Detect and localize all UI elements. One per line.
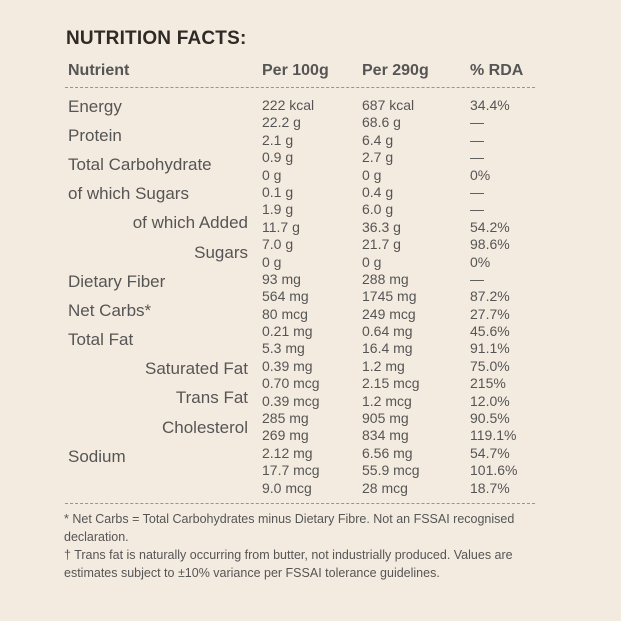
- value-cell: 215%: [470, 375, 506, 392]
- value-cell: 11.7 g: [262, 218, 300, 235]
- value-cell: 0 g: [362, 166, 382, 183]
- value-cell: —: [470, 270, 484, 287]
- value-cell: 0.9 g: [262, 149, 294, 166]
- value-cell: 0%: [470, 166, 491, 183]
- value-cell: 21.7 g: [362, 236, 401, 253]
- value-cell: 91.1%: [470, 340, 510, 357]
- nutrient-label: Dietary Fiber: [68, 272, 166, 291]
- header-nutrient: Nutrient: [68, 62, 130, 79]
- value-cell: 0.1 g: [262, 183, 294, 200]
- value-cell: 0.39 mg: [262, 357, 313, 374]
- value-cell: 68.6 g: [362, 114, 401, 131]
- page-title: NUTRITION FACTS:: [66, 28, 247, 49]
- value-cell: 0%: [470, 253, 491, 270]
- value-cell: 6.56 mg: [362, 444, 413, 461]
- value-cell: 16.4 mg: [362, 340, 413, 357]
- rda-column: 34.4% — — — 0% — — 54.2% 98.6% 0% — 87.2…: [470, 97, 517, 497]
- value-cell: 285 mg: [262, 410, 309, 427]
- value-cell: 5.3 mg: [262, 340, 305, 357]
- value-cell: 12.0%: [470, 392, 510, 409]
- value-cell: 269 mg: [262, 427, 309, 444]
- value-cell: 687 kcal: [362, 97, 415, 113]
- value-cell: 0 g: [362, 253, 382, 270]
- value-cell: —: [470, 183, 484, 200]
- nutrient-label: Sodium: [68, 447, 126, 466]
- value-cell: 93 mg: [262, 270, 301, 287]
- nutrient-label: Cholesterol: [162, 418, 248, 437]
- value-cell: 75.0%: [470, 357, 510, 374]
- value-cell: 1745 mg: [362, 288, 417, 305]
- value-cell: 6.0 g: [362, 201, 394, 218]
- value-cell: 564 mg: [262, 288, 309, 305]
- per-290g-column: 687 kcal 68.6 g 6.4 g 2.7 g 0 g 0.4 g 6.…: [362, 97, 420, 497]
- nutrient-label: Total Carbohydrate: [68, 155, 212, 174]
- nutrient-label: Net Carbs*: [68, 301, 152, 320]
- header-rda: % RDA: [470, 62, 524, 79]
- nutrient-label: Total Fat: [68, 330, 134, 349]
- value-cell: 7.0 g: [262, 236, 294, 253]
- value-cell: 905 mg: [362, 410, 409, 427]
- value-cell: 288 mg: [362, 270, 409, 287]
- value-cell: 0 g: [262, 166, 282, 183]
- value-cell: 87.2%: [470, 288, 510, 305]
- value-cell: 34.4%: [470, 97, 510, 113]
- value-cell: 90.5%: [470, 410, 510, 427]
- value-cell: 36.3 g: [362, 218, 401, 235]
- value-cell: 101.6%: [470, 462, 518, 479]
- value-cell: 54.7%: [470, 444, 510, 461]
- value-cell: 2.7 g: [362, 149, 394, 166]
- nutrient-label: of which Sugars: [68, 184, 189, 203]
- value-cell: 1.9 g: [262, 201, 294, 218]
- header-per-290g: Per 290g: [362, 62, 429, 79]
- table-bottom-divider: [65, 503, 535, 504]
- value-cell: 0.4 g: [362, 183, 394, 200]
- value-cell: 1.2 mg: [362, 357, 405, 374]
- nutrient-label: Sugars: [194, 243, 248, 262]
- value-cell: 18.7%: [470, 479, 510, 496]
- value-cell: 0.64 mg: [362, 323, 413, 340]
- footnote-trans-fat: † Trans fat is naturally occurring from …: [64, 548, 513, 580]
- footnotes: * Net Carbs = Total Carbohydrates minus …: [64, 510, 544, 582]
- per-100g-column: 222 kcal 22.2 g 2.1 g 0.9 g 0 g 0.1 g 1.…: [262, 97, 320, 497]
- value-cell: 54.2%: [470, 218, 510, 235]
- value-cell: 55.9 mcg: [362, 462, 420, 479]
- value-cell: 2.12 mg: [262, 444, 313, 461]
- nutrient-label: of which Added: [132, 213, 248, 232]
- footnote-net-carbs: * Net Carbs = Total Carbohydrates minus …: [64, 512, 515, 544]
- value-cell: —: [470, 201, 484, 218]
- value-cell: 2.15 mcg: [362, 375, 420, 392]
- value-cell: 2.1 g: [262, 131, 294, 148]
- value-cell: 119.1%: [470, 427, 517, 444]
- nutrient-label: Energy: [68, 97, 122, 116]
- nutrient-label: Saturated Fat: [144, 359, 248, 378]
- value-cell: 249 mcg: [362, 305, 416, 322]
- value-cell: —: [470, 114, 484, 131]
- value-cell: 0 g: [262, 253, 282, 270]
- nutrient-label: Protein: [68, 126, 122, 145]
- value-cell: 6.4 g: [362, 131, 394, 148]
- value-cell: 98.6%: [470, 236, 510, 253]
- value-cell: 80 mcg: [262, 305, 308, 322]
- value-cell: 22.2 g: [262, 114, 301, 131]
- value-cell: 9.0 mcg: [262, 479, 312, 496]
- value-cell: 834 mg: [362, 427, 409, 444]
- value-cell: 17.7 mcg: [262, 462, 320, 479]
- value-cell: 0.70 mcg: [262, 375, 320, 392]
- value-cell: 45.6%: [470, 323, 510, 340]
- value-cell: —: [470, 149, 484, 166]
- value-cell: 0.21 mg: [262, 323, 313, 340]
- nutrient-label: Trans Fat: [175, 388, 248, 407]
- value-cell: 28 mcg: [362, 479, 408, 496]
- value-cell: 1.2 mcg: [362, 392, 412, 409]
- value-cell: —: [470, 131, 484, 148]
- value-cell: 27.7%: [470, 305, 510, 322]
- header-divider: [65, 87, 535, 88]
- header-per-100g: Per 100g: [262, 62, 329, 79]
- value-cell: 222 kcal: [262, 97, 315, 113]
- value-cell: 0.39 mcg: [262, 392, 320, 409]
